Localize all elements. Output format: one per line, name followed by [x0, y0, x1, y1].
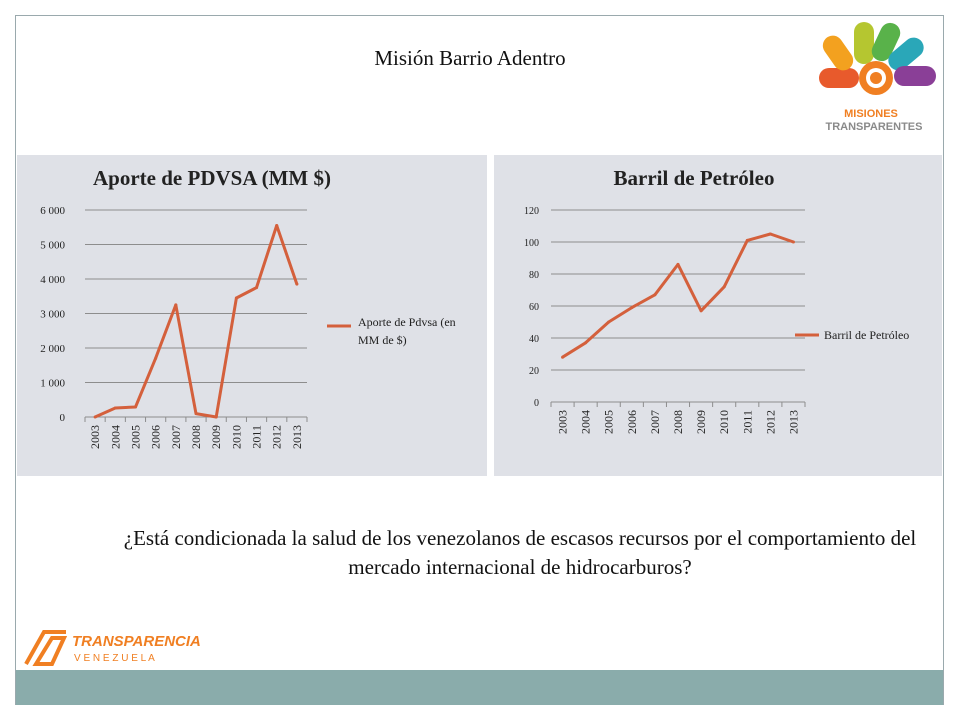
legend-label: MM de $): [358, 333, 407, 347]
x-tick-label: 2008: [671, 410, 685, 434]
x-tick-label: 2011: [250, 425, 264, 449]
x-tick-label: 2004: [579, 410, 593, 434]
y-tick-label: 1 000: [40, 378, 65, 390]
data-point: [133, 405, 137, 409]
misiones-logo-line1: MISIONES: [844, 108, 898, 120]
x-tick-label: 2005: [602, 410, 616, 434]
x-tick-label: 2011: [740, 410, 754, 434]
data-point: [275, 224, 279, 228]
data-point: [93, 415, 97, 419]
data-point: [174, 303, 178, 307]
x-tick-label: 2007: [169, 425, 183, 449]
y-tick-label: 20: [529, 366, 539, 377]
x-tick-label: 2010: [229, 425, 243, 449]
x-tick-label: 2013: [786, 410, 800, 434]
data-point: [154, 356, 158, 360]
data-point: [630, 306, 634, 310]
question-text: ¿Está condicionada la salud de los venez…: [123, 526, 917, 579]
series-line: [561, 232, 794, 359]
chart-title: Aporte de PDVSA (MM $): [93, 166, 331, 190]
x-tick-label: 2003: [556, 410, 570, 434]
misiones-transparentes-logo: MISIONES TRANSPARENTES: [814, 16, 944, 136]
data-point: [194, 412, 198, 416]
data-point: [607, 320, 611, 324]
data-point: [295, 282, 299, 286]
x-tick-label: 2004: [108, 425, 122, 449]
y-tick-label: 3 000: [40, 309, 65, 321]
y-tick-label: 100: [524, 238, 539, 249]
data-point: [113, 406, 117, 410]
x-tick-label: 2012: [270, 425, 284, 449]
data-point: [768, 232, 772, 236]
y-tick-label: 0: [60, 412, 66, 424]
data-point: [234, 296, 238, 300]
data-point: [255, 286, 259, 290]
x-tick-label: 2006: [625, 410, 639, 434]
data-point: [214, 415, 218, 419]
x-tick-label: 2009: [694, 410, 708, 434]
x-tick-label: 2006: [149, 425, 163, 449]
data-point: [584, 341, 588, 345]
transparencia-logo-line1: TRANSPARENCIA: [72, 633, 201, 650]
chart-panel-barril: Barril de Petróleo 0 20 40 60 80 100 120 2003 200…: [494, 155, 942, 476]
x-tick-label: 2003: [88, 425, 102, 449]
y-tick-label: 4 000: [40, 274, 65, 286]
series-line: [94, 224, 299, 419]
data-point: [791, 240, 795, 244]
chart-aporte-pdvsa: Aporte de PDVSA (MM $) 0 1 000 2 000 3 000 4 …: [40, 166, 456, 449]
data-point: [561, 355, 565, 359]
transparencia-logo-line2: V E N E Z U E L A: [74, 653, 155, 664]
y-tick-label: 5 000: [40, 240, 65, 252]
legend-label: Barril de Petróleo: [824, 328, 909, 342]
data-point: [699, 309, 703, 313]
data-point: [745, 238, 749, 242]
x-tick-label: 2007: [648, 410, 662, 434]
misiones-logo-line2: TRANSPARENTES: [826, 121, 923, 133]
chart-title: Barril de Petróleo: [614, 166, 775, 190]
slide-title: Misión Barrio Adentro: [374, 46, 566, 70]
x-tick-label: 2005: [128, 425, 142, 449]
y-tick-label: 60: [529, 302, 539, 313]
y-tick-label: 6 000: [40, 205, 65, 217]
bottom-bar: [16, 670, 943, 705]
y-tick-label: 80: [529, 270, 539, 281]
data-point: [653, 293, 657, 297]
x-tick-label: 2009: [209, 425, 223, 449]
y-tick-label: 40: [529, 334, 539, 345]
y-tick-label: 120: [524, 206, 539, 217]
x-tick-label: 2012: [763, 410, 777, 434]
y-tick-label: 2 000: [40, 343, 65, 355]
legend-label: Aporte de Pdvsa (en: [358, 315, 456, 329]
chart-panel-aporte: Aporte de PDVSA (MM $) 0 1 000 2 000 3 000 4 …: [17, 155, 487, 476]
chart-barril-petroleo: Barril de Petróleo 0 20 40 60 80 100 120 2003 200…: [524, 166, 909, 434]
x-tick-label: 2008: [189, 425, 203, 449]
data-point: [676, 262, 680, 266]
transparencia-venezuela-logo: TRANSPARENCIA V E N E Z U E L A: [22, 624, 222, 670]
x-tick-label: 2010: [717, 410, 731, 434]
data-point: [722, 285, 726, 289]
y-tick-label: 0: [534, 398, 539, 409]
x-tick-label: 2013: [290, 425, 304, 449]
